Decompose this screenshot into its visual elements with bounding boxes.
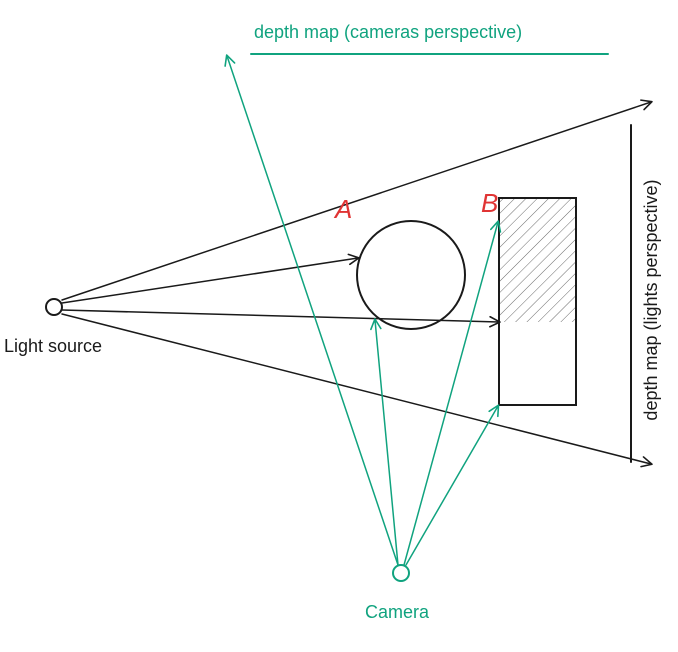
- box-shape: [499, 198, 576, 405]
- light-source-point: [46, 299, 62, 315]
- depth-map-top-label: depth map (cameras perspective): [254, 22, 522, 42]
- camera-label: Camera: [365, 602, 430, 622]
- point-a-label: A: [333, 194, 352, 224]
- sphere-shape: [357, 221, 465, 329]
- light-source-label: Light source: [4, 336, 102, 356]
- depth-map-right-label: depth map (lights perspective): [641, 179, 661, 420]
- point-b-label: B: [481, 188, 498, 218]
- shadow-map-diagram: Light source Camera depth map (cameras p…: [0, 0, 678, 652]
- camera-rays: [227, 56, 498, 565]
- camera-point: [393, 565, 409, 581]
